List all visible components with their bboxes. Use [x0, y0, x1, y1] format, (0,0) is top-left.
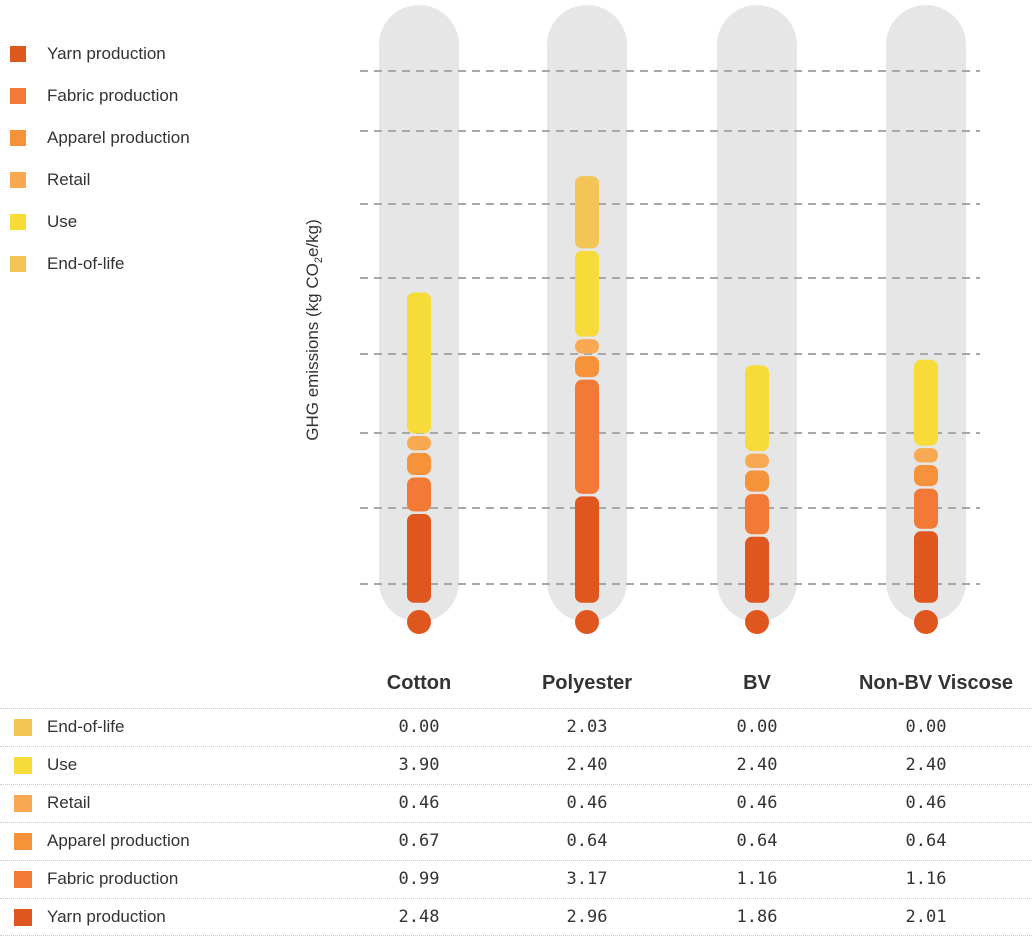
column-header: BV [743, 672, 771, 694]
bar-bulb [914, 610, 938, 634]
bar-segment [745, 470, 769, 492]
bar-segment [745, 453, 769, 469]
chart-bars [407, 176, 938, 634]
legend-label: Fabric production [47, 86, 179, 105]
table-cell: 1.16 [905, 869, 947, 889]
y-axis-label: GHG emissions (kg CO2e/kg) [303, 219, 325, 441]
table-cell: 0.46 [566, 793, 608, 813]
bar-segment [575, 356, 599, 378]
legend-swatch [10, 172, 26, 188]
legend-swatch [10, 214, 26, 230]
bar-segment [407, 435, 431, 451]
table-cell: 0.64 [566, 831, 608, 851]
bar-segment [745, 536, 769, 603]
bar-segment [914, 448, 938, 463]
bar-segment [407, 513, 431, 603]
table-row: Retail 0.46 0.46 0.46 0.46 [0, 784, 1032, 821]
legend-label: Apparel production [47, 128, 190, 147]
bar-segment [914, 465, 938, 487]
legend-swatch [10, 46, 26, 62]
table-cell: 2.40 [905, 755, 947, 775]
bar-segment [575, 379, 599, 494]
legend-swatch [10, 130, 26, 146]
bar-bulb [575, 610, 599, 634]
table-cell: 0.46 [905, 793, 947, 813]
row-swatch [14, 719, 32, 736]
table-cell: 0.64 [736, 831, 778, 851]
table-cell: 2.96 [566, 907, 608, 927]
table-cell: 0.00 [398, 717, 440, 737]
table-cell: 0.46 [736, 793, 778, 813]
row-swatch [14, 833, 32, 850]
bar-track [886, 5, 966, 622]
table-cell: 2.01 [905, 907, 947, 927]
table-cell: 2.40 [736, 755, 778, 775]
legend-swatch [10, 256, 26, 272]
table-cell: 0.00 [736, 717, 778, 737]
bar-segment [407, 292, 431, 434]
table-cell: 1.16 [736, 869, 778, 889]
table-row: Use 3.90 2.40 2.40 2.40 [0, 746, 1032, 783]
table-cell: 3.17 [566, 869, 608, 889]
column-header: Cotton [386, 672, 452, 694]
column-header: Polyester [541, 672, 633, 694]
bar-segment [914, 488, 938, 529]
bar-bulb [745, 610, 769, 634]
table-cell: 3.90 [398, 755, 440, 775]
table-cell: 0.99 [398, 869, 440, 889]
row-label: Yarn production [47, 907, 166, 926]
table-row: Fabric production 0.99 3.17 1.16 1.16 [0, 860, 1032, 897]
row-label: Fabric production [47, 869, 179, 888]
bar-segment [407, 477, 431, 512]
row-label: Retail [47, 793, 91, 812]
table-row: Yarn production 2.48 2.96 1.86 2.01 [0, 898, 1032, 936]
bar-segment [575, 496, 599, 603]
row-label: Apparel production [47, 831, 190, 850]
chart-gridlines [360, 70, 980, 585]
row-swatch [14, 909, 32, 926]
row-swatch [14, 871, 32, 888]
bar-segment [914, 531, 938, 603]
legend-label: End-of-life [47, 254, 125, 273]
bar-segment [575, 339, 599, 354]
legend-swatch [10, 88, 26, 104]
bar-bulb [407, 610, 431, 634]
table-cell: 2.40 [566, 755, 608, 775]
row-label: End-of-life [47, 717, 125, 736]
table-cell: 0.64 [905, 831, 947, 851]
legend-label: Yarn production [47, 44, 166, 63]
table-cell: 1.86 [736, 907, 778, 927]
bar-segment [575, 176, 599, 249]
table-cell: 0.00 [905, 717, 947, 737]
row-label: Use [47, 755, 78, 774]
bar-track [717, 5, 797, 622]
row-swatch [14, 757, 32, 774]
bar-segment [745, 494, 769, 535]
legend-label: Retail [47, 170, 91, 189]
table-cell: 2.03 [566, 717, 608, 737]
column-header: Non-BV Viscose [858, 672, 1014, 694]
chart: GHG emissions (kg CO2e/kg) [303, 5, 980, 634]
bar-segment [914, 359, 938, 446]
table-cell: 0.67 [398, 831, 440, 851]
table-row: End-of-life 0.00 2.03 0.00 0.00 [0, 708, 1032, 745]
row-swatch [14, 795, 32, 812]
table-cell: 2.48 [398, 907, 440, 927]
bar-segment [575, 250, 599, 337]
legend-label: Use [47, 212, 78, 231]
table-cell: 0.46 [398, 793, 440, 813]
bar-segment [745, 365, 769, 452]
table-row: Apparel production 0.67 0.64 0.64 0.64 [0, 822, 1032, 859]
chart-tubes [379, 5, 966, 622]
bar-segment [407, 452, 431, 476]
